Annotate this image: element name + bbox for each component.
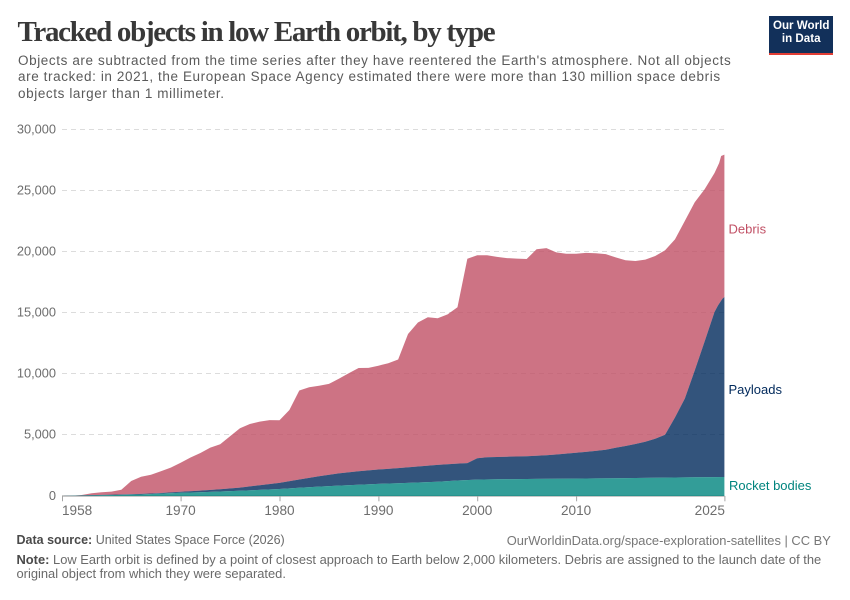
svg-text:2025: 2025	[695, 503, 725, 518]
svg-text:15,000: 15,000	[17, 304, 56, 319]
svg-text:20,000: 20,000	[17, 243, 56, 258]
svg-text:1958: 1958	[62, 503, 92, 518]
svg-text:30,000: 30,000	[17, 121, 56, 136]
svg-text:5,000: 5,000	[24, 426, 56, 441]
svg-text:1990: 1990	[363, 503, 394, 518]
svg-text:Debris: Debris	[729, 222, 767, 237]
svg-text:Rocket bodies: Rocket bodies	[729, 478, 812, 493]
svg-text:2010: 2010	[561, 503, 592, 518]
svg-text:0: 0	[49, 488, 56, 503]
svg-text:1980: 1980	[264, 503, 295, 518]
svg-text:25,000: 25,000	[17, 182, 56, 197]
svg-text:1970: 1970	[166, 503, 197, 518]
svg-text:2000: 2000	[462, 503, 493, 518]
svg-text:10,000: 10,000	[17, 365, 56, 380]
svg-text:Payloads: Payloads	[729, 382, 783, 397]
